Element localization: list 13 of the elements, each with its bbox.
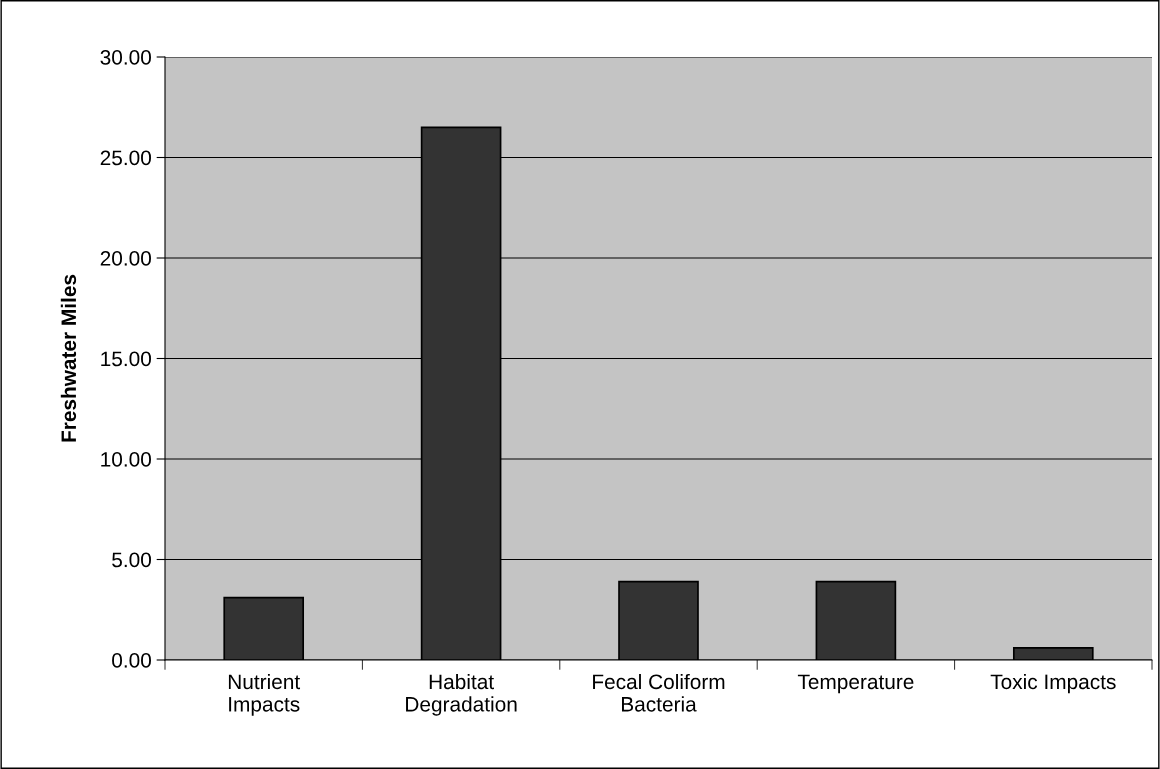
x-tick-label: Fecal Coliform Bacteria xyxy=(593,673,725,712)
y-tick-label: 15.00 xyxy=(101,351,151,367)
x-tick-label: Temperature xyxy=(797,674,914,694)
y-tick-label: 25.00 xyxy=(100,150,151,166)
y-tick-label: 10.00 xyxy=(101,452,151,467)
y-tick-label: 0.00 xyxy=(112,653,151,668)
y-tick-label: 5.00 xyxy=(112,552,151,568)
x-tick-label: Nutrient Impacts xyxy=(228,673,301,716)
y-axis-title: Freshwater Miles xyxy=(60,274,77,442)
x-tick-label: Toxic Impacts xyxy=(990,673,1116,694)
y-tick-label: 20.00 xyxy=(100,251,151,266)
x-tick-label: Habitat Degradation xyxy=(406,673,517,716)
y-tick-label: 30.00 xyxy=(100,50,151,65)
